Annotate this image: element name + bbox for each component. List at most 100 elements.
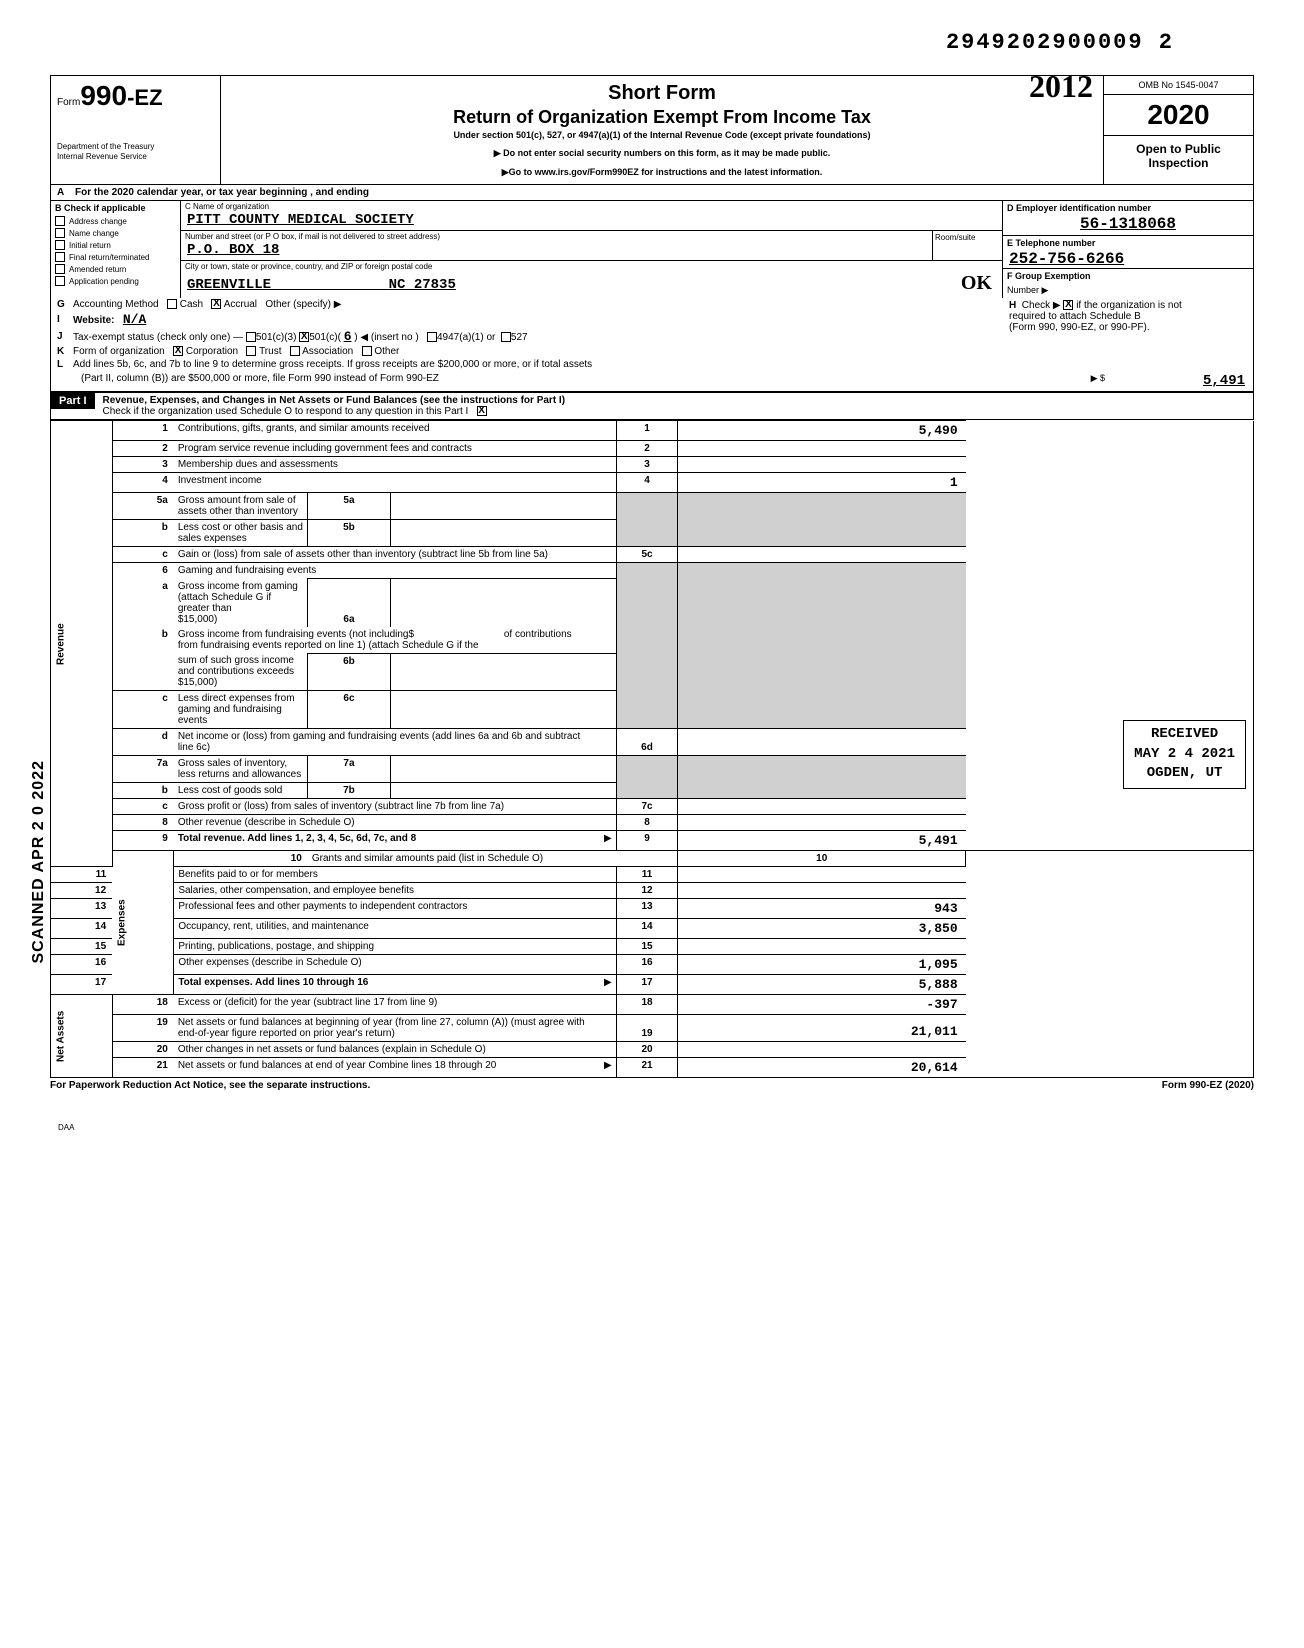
l1-desc: Contributions, gifts, grants, and simila…	[174, 421, 616, 441]
checkbox-assoc[interactable]	[290, 346, 300, 356]
l6a-num: a	[112, 579, 174, 627]
received-l3: OGDEN, UT	[1134, 764, 1235, 784]
l6d-desc-row: Net income or (loss) from gaming and fun…	[174, 729, 616, 756]
form-ez: -EZ	[127, 85, 162, 110]
instruction-1: ▶ Do not enter social security numbers o…	[229, 148, 1095, 159]
label-initial-return: Initial return	[69, 241, 111, 250]
f-label2: Number ▶	[1003, 283, 1253, 298]
l7c-val	[678, 799, 966, 815]
l10-num: 10	[174, 851, 308, 867]
checkbox-other[interactable]	[362, 346, 372, 356]
checkbox-schedule-o[interactable]	[477, 406, 487, 416]
l20-desc: Other changes in net assets or fund bala…	[174, 1042, 616, 1058]
checkbox-h[interactable]	[1063, 300, 1073, 310]
l6c-num: c	[112, 691, 174, 729]
checkbox-app-pending[interactable]	[55, 276, 65, 286]
l5b-midval	[390, 520, 616, 547]
open-text: Open to Public	[1110, 142, 1247, 156]
l7b-midval	[390, 783, 616, 799]
checkbox-501c3[interactable]	[246, 332, 256, 342]
form-org-label: Form of organization	[73, 346, 165, 357]
checkbox-name-change[interactable]	[55, 228, 65, 238]
checkbox-501c[interactable]	[299, 332, 309, 342]
dept-treasury: Department of the Treasury Internal Reve…	[57, 142, 214, 161]
line-j: Tax-exempt status (check only one) — 501…	[73, 329, 1003, 344]
checkbox-trust[interactable]	[246, 346, 256, 356]
accrual-label: Accrual	[224, 299, 257, 310]
l10-rnum: 10	[678, 851, 966, 867]
inspection-text: Inspection	[1110, 156, 1247, 170]
l2-desc: Program service revenue including govern…	[174, 441, 616, 457]
checkbox-4947[interactable]	[427, 332, 437, 342]
l21-rnum: 21	[616, 1058, 678, 1078]
checkbox-address-change[interactable]	[55, 216, 65, 226]
l6d-rnum: 6d	[616, 729, 678, 756]
revenue-side-label: Revenue	[51, 421, 113, 867]
col-b-right: D Employer identification number 56-1318…	[1003, 201, 1253, 298]
l17-rnum: 17	[616, 975, 678, 995]
received-l1: RECEIVED	[1134, 725, 1235, 745]
form-prefix: Form	[57, 97, 80, 108]
l19-num: 19	[112, 1015, 174, 1042]
l6d-num: d	[112, 729, 174, 756]
checkbox-accrual[interactable]	[211, 299, 221, 309]
l5c-desc: Gain or (loss) from sale of assets other…	[174, 547, 616, 563]
checkbox-final-return[interactable]	[55, 252, 65, 262]
l6-num: 6	[112, 563, 174, 579]
part-1-label: Part I	[51, 393, 95, 409]
scanned-stamp: SCANNED APR 2 0 2022	[30, 760, 48, 963]
ein: 56-1318068	[1003, 215, 1253, 236]
section-b: B Check if applicable Address change Nam…	[50, 200, 1254, 298]
l7b-val	[678, 783, 966, 799]
year-handwritten: 2012	[1029, 68, 1093, 105]
label-address-change: Address change	[69, 217, 127, 226]
dept1: Department of the Treasury	[57, 142, 214, 152]
l9-num: 9	[112, 831, 174, 851]
l11-val	[678, 867, 966, 883]
l17-val: 5,888	[678, 975, 966, 995]
city-label: City or town, state or province, country…	[181, 261, 1002, 272]
l20-num: 20	[112, 1042, 174, 1058]
h-text3: required to attach Schedule B	[1009, 311, 1141, 322]
l5b-desc: Less cost or other basis and sales expen…	[174, 520, 308, 547]
l11-rnum: 11	[616, 867, 678, 883]
l6b-mid: 6b	[308, 653, 390, 691]
check-if-applicable: Check if applicable	[64, 203, 146, 213]
l7c-desc: Gross profit or (loss) from sales of inv…	[174, 799, 616, 815]
l6a-mid: 6a	[308, 579, 390, 627]
trust-label: Trust	[259, 346, 281, 357]
l5b-mid: 5b	[308, 520, 390, 547]
l7b-num: b	[112, 783, 174, 799]
checkbox-527[interactable]	[501, 332, 511, 342]
tax-year: 2020	[1104, 95, 1253, 136]
dept2: Internal Revenue Service	[57, 152, 214, 162]
l7a-desc: Gross sales of inventory, less returns a…	[174, 756, 308, 783]
l12-val	[678, 883, 966, 899]
footer: For Paperwork Reduction Act Notice, see …	[50, 1078, 1254, 1093]
l20-rnum: 20	[616, 1042, 678, 1058]
l6b-desc-row: Gross income from fundraising events (no…	[174, 627, 616, 654]
l15-val	[678, 939, 966, 955]
l6d-desc2: line 6c)	[178, 742, 210, 753]
checkbox-corp[interactable]	[173, 346, 183, 356]
l13-val: 943	[678, 899, 966, 919]
l18-rnum: 18	[616, 995, 678, 1015]
l6b-desc3: sum of such gross income and contributio…	[174, 653, 308, 691]
checkbox-cash[interactable]	[167, 299, 177, 309]
daa: DAA	[50, 1123, 1254, 1132]
l3-rnum: 3	[616, 457, 678, 473]
other-label: Other	[374, 346, 399, 357]
letter-b: B	[55, 203, 62, 213]
l5a-rnum	[616, 493, 678, 520]
l11-desc: Benefits paid to or for members	[174, 867, 616, 883]
l7b-rnum	[616, 783, 678, 799]
checkbox-initial-return[interactable]	[55, 240, 65, 250]
l6a-val	[678, 579, 966, 627]
label-app-pending: Application pending	[69, 277, 139, 286]
expenses-side-label: Expenses	[112, 851, 174, 995]
checkbox-amended[interactable]	[55, 264, 65, 274]
letter-a: A	[57, 187, 75, 198]
l19-val: 21,011	[678, 1015, 966, 1042]
l6c-mid: 6c	[308, 691, 390, 729]
l6b-val	[678, 627, 966, 654]
